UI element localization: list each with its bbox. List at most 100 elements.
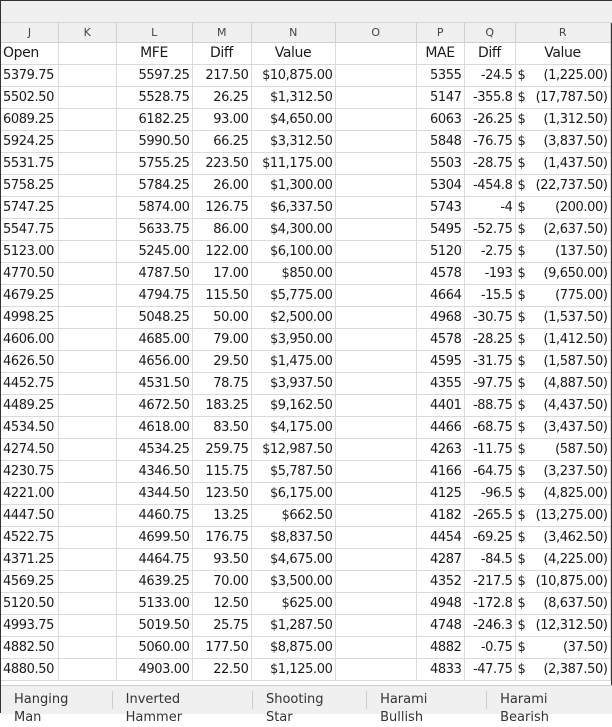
cell-empty[interactable] <box>58 636 117 659</box>
cell-empty[interactable] <box>58 328 117 351</box>
cell-mae[interactable]: 4352 <box>416 570 465 593</box>
cell-mae[interactable]: 4182 <box>416 504 465 527</box>
cell-mfe[interactable]: 4464.75 <box>116 548 193 571</box>
cell-value[interactable]: $2,500.00 <box>251 306 336 329</box>
cell-mae[interactable]: 5495 <box>416 218 465 241</box>
cell-mfe[interactable]: 4672.50 <box>116 394 193 417</box>
cell-diff-mae[interactable]: -84.5 <box>464 548 516 571</box>
cell-mfe[interactable]: 5048.25 <box>116 306 193 329</box>
cell-diff-mae[interactable]: -15.5 <box>464 284 516 307</box>
cell-mae[interactable]: 5848 <box>416 130 465 153</box>
cell-open[interactable]: 5123.00 <box>1 240 59 263</box>
cell-empty[interactable] <box>335 350 417 373</box>
cell-mae[interactable]: 4355 <box>416 372 465 395</box>
cell-diff-mae[interactable]: -172.8 <box>464 592 516 615</box>
cell-diff[interactable]: 83.50 <box>192 416 252 439</box>
sheet-tab[interactable]: Harami Bullish <box>367 691 488 725</box>
cell-open[interactable]: 4770.50 <box>1 262 59 285</box>
cell-diff[interactable]: 79.00 <box>192 328 252 351</box>
cell-value[interactable]: $4,300.00 <box>251 218 336 241</box>
cell-value[interactable]: $11,175.00 <box>251 152 336 175</box>
cell-value[interactable]: $1,300.00 <box>251 174 336 197</box>
column-header-L[interactable]: L <box>116 23 193 43</box>
cell-open[interactable]: 4993.75 <box>1 614 59 637</box>
cell-open[interactable]: 4534.50 <box>1 416 59 439</box>
cell-diff-mae[interactable]: -2.75 <box>464 240 516 263</box>
sheet-tab[interactable]: Inverted Hammer <box>113 691 253 725</box>
cell-diff-mae[interactable]: -76.75 <box>464 130 516 153</box>
header-diff[interactable]: Diff <box>192 42 252 65</box>
cell-open[interactable]: 4880.50 <box>1 658 59 681</box>
cell-empty[interactable] <box>58 614 117 637</box>
cell-value[interactable]: $8,837.50 <box>251 526 336 549</box>
cell-mfe[interactable]: 5784.25 <box>116 174 193 197</box>
cell-empty[interactable] <box>335 240 417 263</box>
cell-value[interactable]: $5,787.50 <box>251 460 336 483</box>
cell-diff-mae[interactable]: -246.3 <box>464 614 516 637</box>
column-header-K[interactable]: K <box>58 23 117 43</box>
cell-mfe[interactable]: 4794.75 <box>116 284 193 307</box>
cell-empty[interactable] <box>58 240 117 263</box>
cell-diff[interactable]: 17.00 <box>192 262 252 285</box>
cell-diff-mae[interactable]: -355.8 <box>464 86 516 109</box>
cell-open[interactable]: 4679.25 <box>1 284 59 307</box>
cell-mae[interactable]: 5120 <box>416 240 465 263</box>
cell-value[interactable]: $1,312.50 <box>251 86 336 109</box>
cell-mae[interactable]: 5503 <box>416 152 465 175</box>
cell-value[interactable]: $8,875.00 <box>251 636 336 659</box>
cell-diff-mae[interactable]: -265.5 <box>464 504 516 527</box>
cell-value[interactable]: $625.00 <box>251 592 336 615</box>
column-header-P[interactable]: P <box>416 23 465 43</box>
cell-mae[interactable]: 6063 <box>416 108 465 131</box>
cell-empty[interactable] <box>335 152 417 175</box>
sheet-tab[interactable]: Shooting Star <box>253 691 368 725</box>
cell-value-mae[interactable]: $ (4,437.50) <box>515 394 611 417</box>
cell-mfe[interactable]: 4460.75 <box>116 504 193 527</box>
cell-diff[interactable]: 93.00 <box>192 108 252 131</box>
cell-mfe[interactable]: 5597.25 <box>116 64 193 87</box>
sheet-tab[interactable]: Hanging Man <box>1 691 113 725</box>
cell-value[interactable]: $9,162.50 <box>251 394 336 417</box>
cell-empty[interactable] <box>335 592 417 615</box>
cell-open[interactable]: 4447.50 <box>1 504 59 527</box>
cell-empty[interactable] <box>58 262 117 285</box>
cell-empty[interactable] <box>58 460 117 483</box>
cell-value[interactable]: $4,175.00 <box>251 416 336 439</box>
cell-empty[interactable] <box>58 86 117 109</box>
cell-value[interactable]: $1,287.50 <box>251 614 336 637</box>
cell-value[interactable]: $6,175.00 <box>251 482 336 505</box>
cell-mfe[interactable]: 4699.50 <box>116 526 193 549</box>
cell-diff[interactable]: 223.50 <box>192 152 252 175</box>
cell-mfe[interactable]: 5245.00 <box>116 240 193 263</box>
cell-value[interactable]: $850.00 <box>251 262 336 285</box>
cell-diff[interactable]: 22.50 <box>192 658 252 681</box>
cell-empty[interactable] <box>335 284 417 307</box>
cell-value[interactable]: $6,100.00 <box>251 240 336 263</box>
header-mfe[interactable]: MFE <box>116 42 193 65</box>
cell-empty[interactable] <box>335 372 417 395</box>
cell-empty[interactable] <box>335 504 417 527</box>
cell-open[interactable]: 4569.25 <box>1 570 59 593</box>
cell-diff[interactable]: 70.00 <box>192 570 252 593</box>
cell-value-mae[interactable]: $ (8,637.50) <box>515 592 611 615</box>
cell-open[interactable]: 4626.50 <box>1 350 59 373</box>
cell-value-mae[interactable]: $ (1,537.50) <box>515 306 611 329</box>
cell-diff-mae[interactable]: -454.8 <box>464 174 516 197</box>
cell-empty[interactable] <box>335 438 417 461</box>
cell-diff-mae[interactable]: -47.75 <box>464 658 516 681</box>
cell-diff[interactable]: 93.50 <box>192 548 252 571</box>
cell-value-mae[interactable]: $ (4,887.50) <box>515 372 611 395</box>
cell-value-mae[interactable]: $ (137.50) <box>515 240 611 263</box>
column-header-Q[interactable]: Q <box>464 23 516 43</box>
cell-diff-mae[interactable]: -28.25 <box>464 328 516 351</box>
cell-empty[interactable] <box>58 504 117 527</box>
cell-diff[interactable]: 50.00 <box>192 306 252 329</box>
cell-value[interactable]: $6,337.50 <box>251 196 336 219</box>
cell-empty[interactable] <box>58 570 117 593</box>
cell-value[interactable]: $12,987.50 <box>251 438 336 461</box>
cell-empty[interactable] <box>58 218 117 241</box>
cell-value-mae[interactable]: $ (1,412.50) <box>515 328 611 351</box>
cell-diff-mae[interactable]: -24.5 <box>464 64 516 87</box>
cell-mfe[interactable]: 5874.00 <box>116 196 193 219</box>
cell-open[interactable]: 6089.25 <box>1 108 59 131</box>
